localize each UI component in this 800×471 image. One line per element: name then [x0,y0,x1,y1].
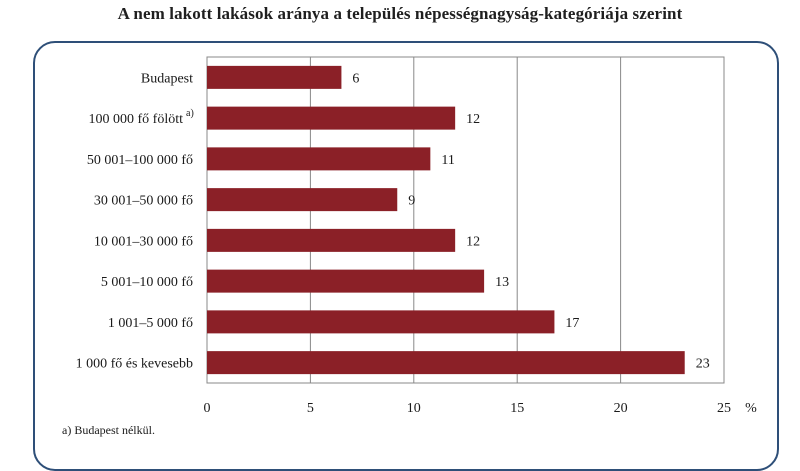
value-label: 9 [408,194,415,209]
plot-area [206,56,725,384]
bar [207,188,398,212]
category-label: 100 000 fő fölött [89,112,184,127]
bar [207,147,431,171]
category-label: 10 001–30 000 fő [94,234,193,249]
category-label: 5 001–10 000 fő [101,275,193,290]
value-label: 13 [495,275,509,290]
footnote: a) Budapest nélkül. [62,423,155,437]
category-label: 1 001–5 000 fő [108,316,193,331]
x-tick-label: 0 [204,401,211,416]
value-label: 23 [696,357,710,372]
bar [207,351,685,375]
value-label: 6 [352,71,359,86]
x-tick-label: 25 [717,401,731,416]
bar [207,106,456,130]
bar [207,65,342,89]
category-superscript: a) [186,108,194,119]
x-tick-label: 20 [614,401,628,416]
category-label: 1 000 fő és kevesebb [76,357,193,372]
category-label: Budapest [141,71,193,86]
value-label: 17 [565,316,579,331]
chart-title: A nem lakott lakások aránya a település … [117,4,683,23]
chart-frame [33,41,779,471]
x-tick-label: 10 [407,401,421,416]
bar [207,228,456,252]
x-tick-label: 5 [307,401,314,416]
bar [207,269,485,293]
category-label: 30 001–50 000 fő [94,194,193,209]
value-label: 11 [441,153,454,168]
category-label: 50 001–100 000 fő [87,153,193,168]
value-label: 12 [466,112,480,127]
x-unit-label: % [745,401,757,416]
bar [207,310,555,334]
value-label: 12 [466,234,480,249]
x-tick-label: 15 [510,401,524,416]
